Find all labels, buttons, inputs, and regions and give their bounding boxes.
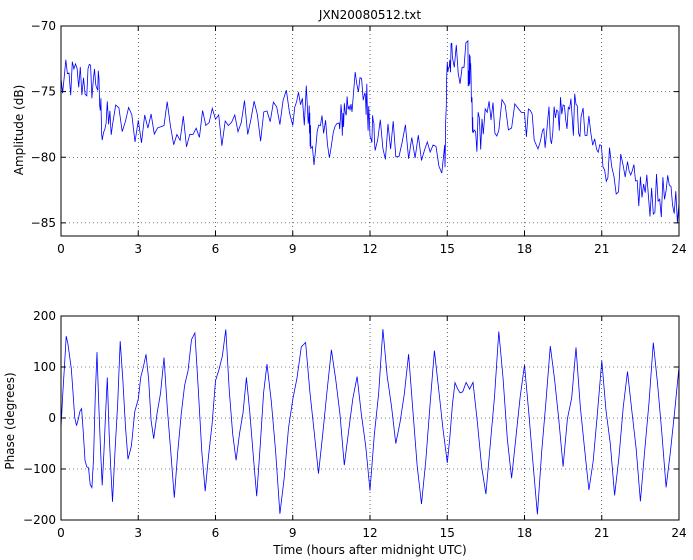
y-tick-label: −80 <box>31 150 56 164</box>
y-tick-label: 100 <box>33 360 56 374</box>
chart-title: JXN20080512.txt <box>318 8 421 22</box>
x-tick-label: 18 <box>517 242 532 256</box>
y-tick-label: 200 <box>33 309 56 323</box>
x-tick-label: 18 <box>517 526 532 540</box>
x-tick-label: 6 <box>212 242 220 256</box>
y-tick-label: −75 <box>31 85 56 99</box>
x-tick-label: 12 <box>362 242 377 256</box>
y-tick-label: −100 <box>23 462 56 476</box>
series-line <box>60 329 680 515</box>
y-tick-label: 0 <box>48 411 56 425</box>
x-tick-label: 24 <box>671 242 686 256</box>
x-tick-label: 0 <box>57 526 65 540</box>
x-tick-label: 9 <box>289 526 297 540</box>
x-tick-label: 24 <box>671 526 686 540</box>
x-tick-label: 21 <box>594 242 609 256</box>
x-tick-label: 12 <box>362 526 377 540</box>
x-tick-label: 3 <box>134 526 142 540</box>
amplitude-chart: JXN20080512.txt Amplitude (dB) 0 3 6 9 12 15 1… <box>12 8 687 256</box>
x-tick-label: 21 <box>594 526 609 540</box>
x-tick-label: 0 <box>57 242 65 256</box>
x-tick-label: 6 <box>212 526 220 540</box>
y-axis-title: Amplitude (dB) <box>12 85 26 176</box>
x-tick-label: 3 <box>134 242 142 256</box>
x-tick-label: 9 <box>289 242 297 256</box>
y-tick-label: −200 <box>23 513 56 527</box>
x-tick-label: 15 <box>440 526 455 540</box>
y-tick-label: −85 <box>31 216 56 230</box>
phase-chart: Phase (degrees) Time (hours after midnig… <box>3 309 687 557</box>
y-tick-label: −70 <box>31 19 56 33</box>
x-tick-label: 15 <box>440 242 455 256</box>
x-axis-title: Time (hours after midnight UTC) <box>272 543 466 557</box>
y-axis-title: Phase (degrees) <box>3 372 17 469</box>
series-line <box>60 40 680 223</box>
